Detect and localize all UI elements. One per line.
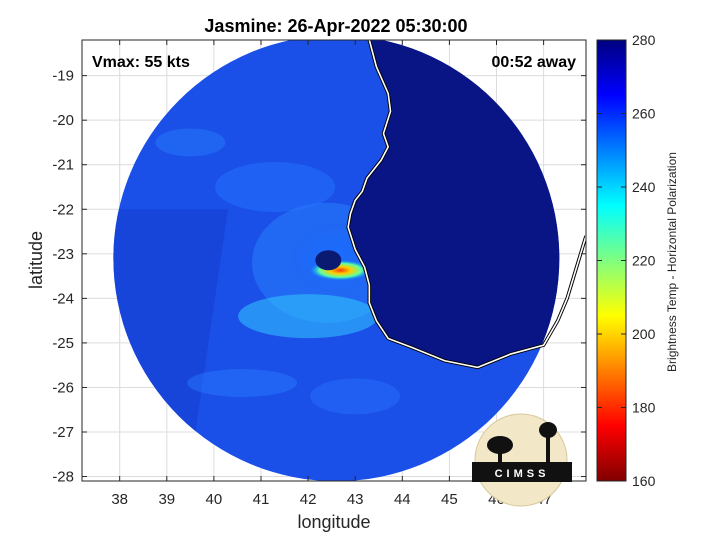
colorbar-tick-label: 160	[632, 473, 656, 489]
colorbar-label: Brightness Temp - Horizontal Polarizatio…	[665, 152, 679, 372]
y-tick-label: -23	[52, 246, 74, 263]
x-tick-label: 39	[158, 491, 175, 508]
y-tick-label: -20	[52, 112, 74, 129]
cimss-logo: CIMSS	[472, 413, 572, 507]
y-tick-label: -19	[52, 68, 74, 85]
logo-banner	[472, 462, 572, 482]
y-axis-label: latitude	[26, 231, 46, 289]
x-tick-label: 38	[111, 491, 128, 508]
y-tick-label: -26	[52, 379, 74, 396]
colorbar-tick-label: 180	[632, 400, 656, 416]
coastline	[346, 40, 586, 370]
colorbar-tick-label: 260	[632, 106, 656, 122]
y-tick-label: -28	[52, 469, 74, 486]
vmax-annotation: Vmax: 55 kts	[92, 54, 190, 71]
logo-text: CIMSS	[495, 468, 550, 480]
swath	[113, 40, 560, 481]
y-tick-label: -27	[52, 424, 74, 441]
chart-title: Jasmine: 26-Apr-2022 05:30:00	[204, 16, 467, 36]
dish-mast-icon	[498, 445, 502, 462]
y-tick-label: -25	[52, 335, 74, 352]
land-mass	[348, 40, 560, 368]
x-tick-label: 43	[347, 491, 364, 508]
colorbar-tick-label: 220	[632, 253, 656, 269]
colorbar-tick-label: 280	[632, 32, 656, 48]
y-tick-label: -21	[52, 157, 74, 174]
cloud-band	[187, 369, 298, 397]
y-tick-label: -22	[52, 201, 74, 218]
colorbar: 280 260 240 220 200 180 160	[596, 32, 656, 489]
x-tick-label: 41	[253, 491, 270, 508]
tower-mast-icon	[546, 430, 550, 462]
cloud-band	[238, 294, 379, 339]
coastline-line	[347, 40, 586, 369]
colorbar-tick-label: 200	[632, 326, 656, 342]
axes-frame	[81, 39, 587, 482]
x-axis-label: longitude	[297, 512, 370, 532]
time-away-annotation: 00:52 away	[491, 54, 576, 71]
cloud-band	[155, 128, 226, 157]
x-tick-label: 40	[206, 491, 223, 508]
x-tick-label: 42	[300, 491, 317, 508]
cloud-band	[215, 162, 336, 212]
y-tick-label: -24	[52, 290, 74, 307]
x-tick-label: 44	[394, 491, 411, 508]
cloud-band	[310, 378, 401, 415]
storm-eye	[315, 250, 342, 271]
colorbar-tick-label: 240	[632, 179, 656, 195]
x-tick-label: 45	[441, 491, 458, 508]
